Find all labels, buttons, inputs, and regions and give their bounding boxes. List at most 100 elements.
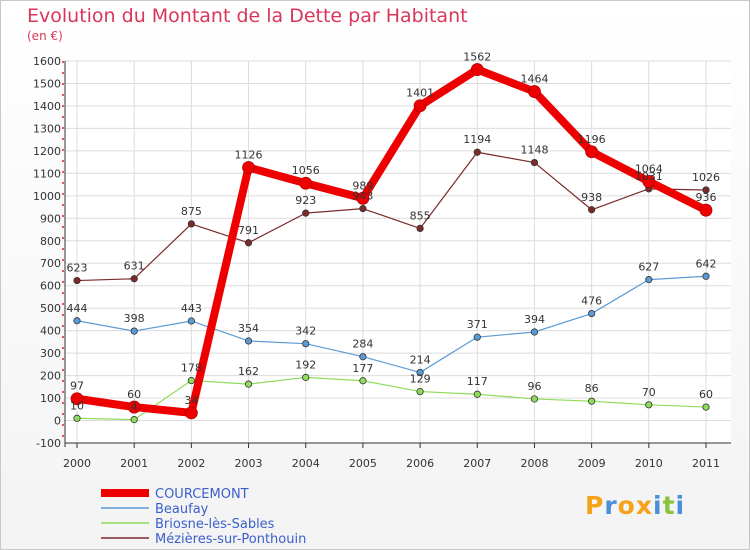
logo-letter: i [653,491,663,520]
data-label: 1401 [406,87,434,100]
data-label: 70 [642,386,656,399]
data-point [699,203,713,217]
y-tick-label: 1000 [33,190,61,203]
legend-label: Beaufay [155,502,209,517]
logo-letter: x [635,491,653,520]
y-tick-label: 300 [40,347,61,360]
proxiti-logo: Proxiti [585,491,685,520]
data-label: 342 [295,325,316,338]
data-point [73,276,81,285]
data-label: 1026 [692,171,720,184]
y-tick-label: 400 [40,325,61,338]
data-label: 394 [524,313,545,326]
data-label: 1194 [463,133,491,146]
y-tick-label: 800 [40,235,61,248]
data-label: 398 [124,312,145,325]
data-point [244,337,253,345]
data-label: 96 [527,380,541,393]
y-tick-label: 1300 [33,122,61,135]
data-point [73,414,81,422]
y-tick-label: 600 [40,280,61,293]
data-label: 443 [181,302,202,315]
data-point [530,328,539,336]
data-point [187,317,195,325]
data-point [130,327,138,335]
data-point [642,175,656,188]
y-tick-label: 0 [54,415,61,428]
data-point [702,272,710,280]
data-label: 177 [352,362,373,375]
logo-letter: t [662,491,676,520]
data-point [359,353,367,361]
data-label: 642 [696,257,717,270]
data-point [302,340,310,348]
data-point [530,158,539,167]
data-label: 162 [238,365,259,378]
data-label: 129 [410,373,431,386]
data-point [130,416,138,424]
y-tick-label: -100 [36,437,61,450]
data-label: 10 [70,399,84,412]
data-label: 192 [295,358,316,371]
x-tick-label: 2003 [235,457,263,470]
data-point [473,333,481,341]
logo-letter: o [617,491,636,520]
x-tick-label: 2008 [520,457,548,470]
x-tick-label: 2004 [292,457,320,470]
data-point [70,392,84,406]
y-tick-label: 1500 [33,77,61,90]
data-point [299,176,313,190]
y-tick-label: 1100 [33,167,61,180]
data-point [528,85,541,98]
series-line [73,65,710,417]
x-tick-label: 2002 [177,457,205,470]
data-point [130,275,138,283]
logo-letter: i [675,491,686,520]
data-label: 284 [352,338,373,351]
data-label: 1031 [635,170,663,183]
y-tick-label: 1600 [33,55,61,68]
chart-title: Evolution du Montant de la Dette par Hab… [27,5,468,27]
data-label: 60 [699,388,713,401]
data-label: 86 [585,382,599,395]
data-point [645,276,653,284]
data-point [302,209,310,217]
data-point [416,224,424,233]
y-tick-label: 700 [40,257,61,270]
data-label: 631 [124,260,145,273]
data-label: 1562 [463,51,491,64]
x-tick-label: 2007 [463,457,491,470]
data-label: 875 [181,205,202,218]
data-point [184,406,198,420]
data-point [356,191,370,205]
series-line [76,151,707,282]
data-label: 354 [238,322,259,335]
data-label: 34 [184,394,198,407]
data-label: 117 [467,375,488,388]
y-tick-label: 500 [40,302,61,315]
data-point [645,401,653,409]
data-point [470,63,484,76]
data-label: 371 [467,318,488,331]
x-tick-label: 2005 [349,457,377,470]
legend-label: Mézières-sur-Ponthouin [155,532,306,547]
data-point [127,400,141,414]
data-point [473,148,481,156]
data-label: 444 [67,302,88,315]
data-point [187,220,195,228]
data-point [588,206,596,214]
data-label: 4 [131,401,138,414]
x-tick-label: 2011 [692,457,720,470]
y-tick-label: 900 [40,212,61,225]
data-point [416,368,424,377]
data-label: 989 [352,179,373,192]
data-point [588,309,596,318]
data-label: 923 [295,194,316,207]
data-label: 60 [127,388,141,401]
data-point [530,395,539,403]
data-label: 97 [70,380,84,393]
data-label: 943 [352,190,373,203]
y-tick-label: 100 [40,392,61,405]
